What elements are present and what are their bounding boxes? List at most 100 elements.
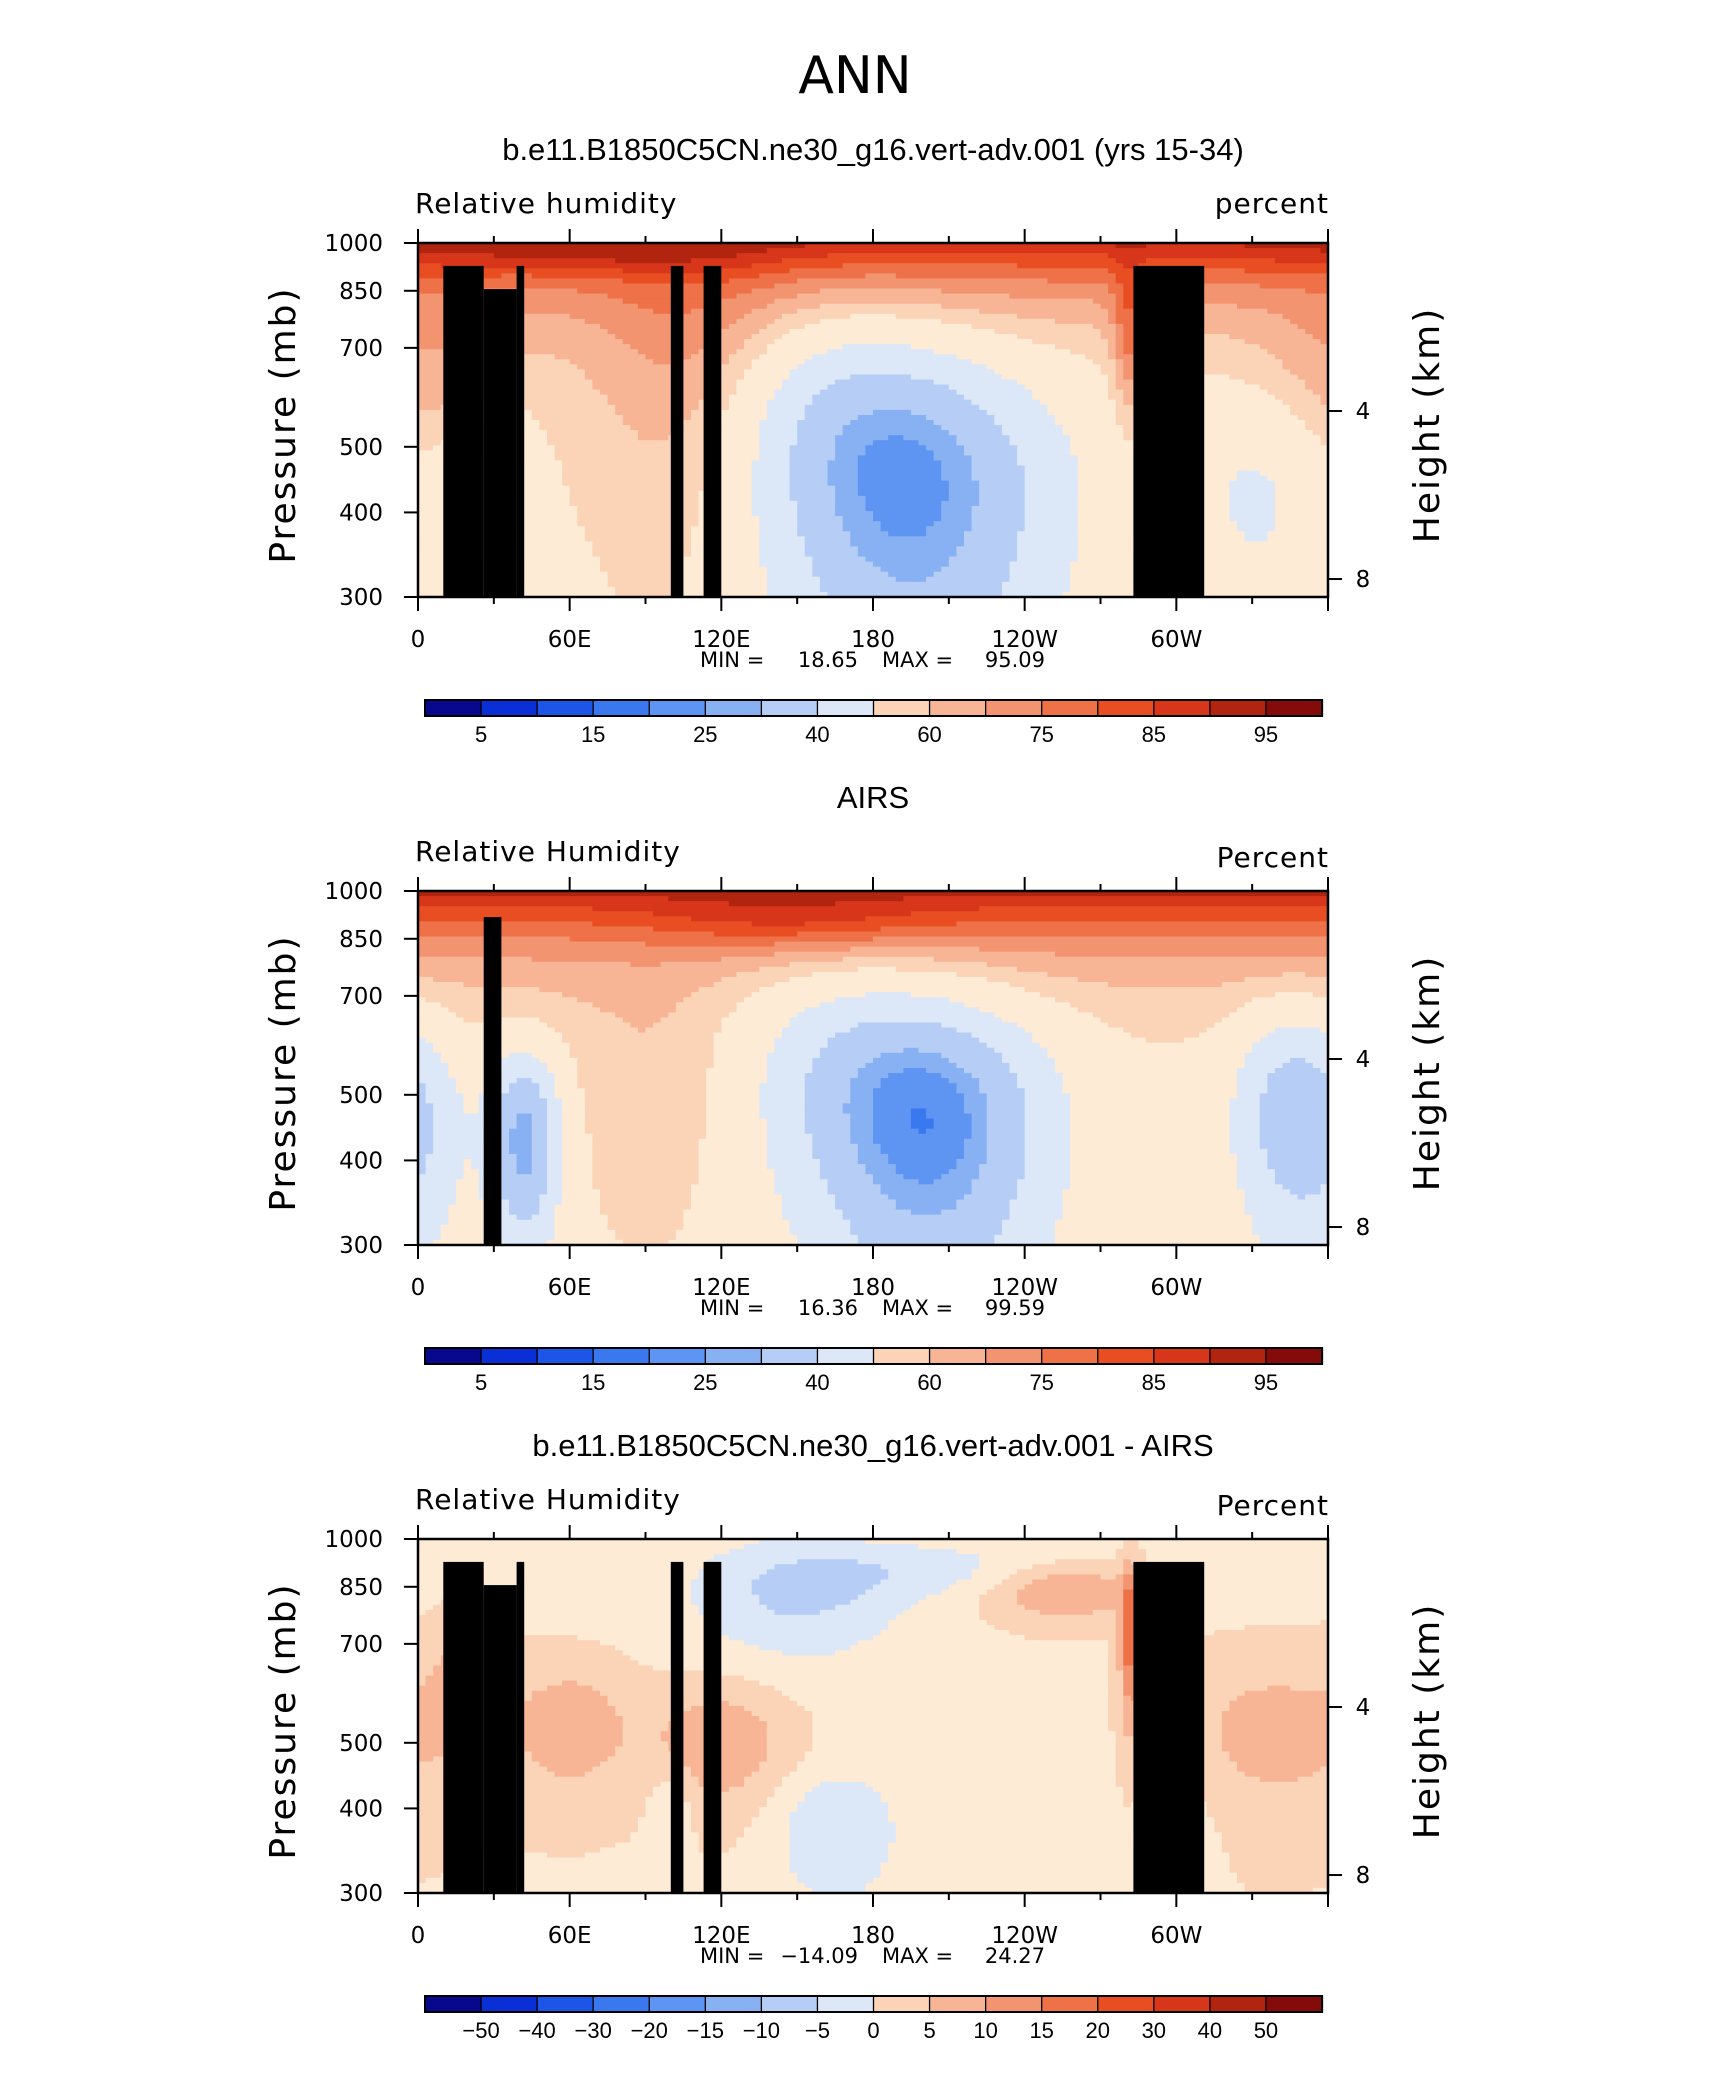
field-cell (1001, 1052, 1049, 1059)
field-cell (721, 1017, 791, 1024)
field-cell (1047, 1574, 1102, 1581)
colorbar-box (424, 699, 483, 717)
colorbar-label: 0 (867, 2018, 879, 2043)
field-cell (418, 966, 760, 973)
field-cell (857, 470, 942, 477)
field-cell (1237, 475, 1268, 482)
field-cell (797, 516, 844, 522)
field-cell (751, 465, 791, 472)
field-cell (1153, 389, 1268, 396)
field-cell (683, 1214, 783, 1221)
field-cell (418, 926, 654, 933)
field-cell (948, 480, 980, 487)
field-cell (812, 1716, 1109, 1722)
field-cell (418, 1539, 760, 1545)
colorbar: −50 −40 −30 −20 −15 −10 −5 0 5 10 15 20 30 40 50 (424, 1995, 1324, 2043)
field-cell (1252, 1229, 1329, 1236)
field-cell (1055, 1234, 1261, 1241)
field-cell (622, 339, 707, 345)
colorbar-frame (424, 1995, 1323, 2013)
field-cell (1214, 1817, 1329, 1823)
field-cell (516, 399, 609, 406)
field-cell (842, 263, 1018, 269)
field-cell (486, 1660, 639, 1667)
field-cell (789, 460, 829, 467)
field-cell (1237, 1761, 1329, 1768)
field-cell (766, 1801, 798, 1808)
field-cell (1115, 1624, 1124, 1631)
field-cell (1001, 425, 1064, 431)
field-cell (759, 516, 798, 522)
field-cell (766, 581, 821, 588)
field-cell (751, 490, 791, 497)
colorbar-box (928, 1347, 987, 1365)
field-cell (857, 1239, 995, 1246)
field-cell (562, 1199, 601, 1206)
field-cell (698, 1574, 760, 1581)
field-cell (509, 1204, 540, 1211)
field-cell (1244, 1189, 1291, 1196)
field-cell (1092, 298, 1117, 305)
field-cell (440, 1872, 798, 1879)
field-cell (812, 1721, 1109, 1727)
variable-label: Relative Humidity (415, 1483, 681, 1516)
field-cell (1123, 430, 1140, 436)
field-cell (645, 1812, 692, 1818)
field-cell (418, 1822, 639, 1828)
field-cell (478, 323, 601, 330)
field-cell (1305, 1194, 1329, 1201)
field-cell (546, 1189, 563, 1196)
field-cell (1244, 1057, 1291, 1064)
field-cell (964, 394, 1033, 401)
field-cell (986, 1153, 1026, 1160)
field-cell (873, 1098, 965, 1104)
field-cell (1237, 1088, 1268, 1094)
topography-block (703, 265, 722, 597)
field-cell (1024, 511, 1079, 517)
field-cell (728, 399, 768, 406)
field-cell (1161, 1569, 1329, 1575)
field-cell (1123, 364, 1140, 371)
field-cell (418, 536, 457, 542)
field-cell (418, 1088, 427, 1094)
field-cell (463, 1098, 480, 1104)
field-cell (524, 511, 578, 517)
field-cell (948, 556, 1018, 563)
field-cell (1123, 344, 1140, 350)
field-cell (797, 511, 836, 517)
field-cell (812, 1887, 867, 1894)
field-cell (1221, 1832, 1329, 1838)
field-cell (789, 465, 829, 472)
field-cell (1320, 1027, 1329, 1034)
field-cell (766, 1741, 813, 1747)
field-cell (463, 1164, 472, 1170)
field-cell (493, 1073, 556, 1079)
field-cell (1017, 1589, 1124, 1596)
topography-block (1133, 1561, 1205, 1893)
field-cell (516, 1214, 533, 1221)
field-cell (1221, 982, 1329, 988)
field-cell (691, 1807, 760, 1813)
field-cell (418, 440, 442, 446)
colorbar-box (760, 1347, 819, 1365)
field-cell (835, 511, 874, 517)
colorbar-box (648, 699, 707, 717)
field-cell (1123, 1614, 1140, 1621)
field-cell (1229, 516, 1276, 522)
field-cell (1115, 359, 1124, 365)
field-cell (964, 1148, 988, 1155)
field-cell (804, 1103, 844, 1110)
field-cell (774, 1179, 829, 1185)
field-cell (1244, 1204, 1329, 1211)
field-cell (1092, 1012, 1231, 1019)
field-cell (873, 1103, 965, 1110)
field-cell (1123, 1710, 1140, 1717)
field-cell (1221, 1710, 1329, 1717)
field-cell (1282, 1062, 1314, 1069)
field-cell (569, 936, 874, 943)
field-cell (1183, 1640, 1329, 1646)
field-cell (584, 1113, 707, 1120)
field-cell (994, 1239, 1056, 1246)
field-cell (766, 248, 1322, 254)
